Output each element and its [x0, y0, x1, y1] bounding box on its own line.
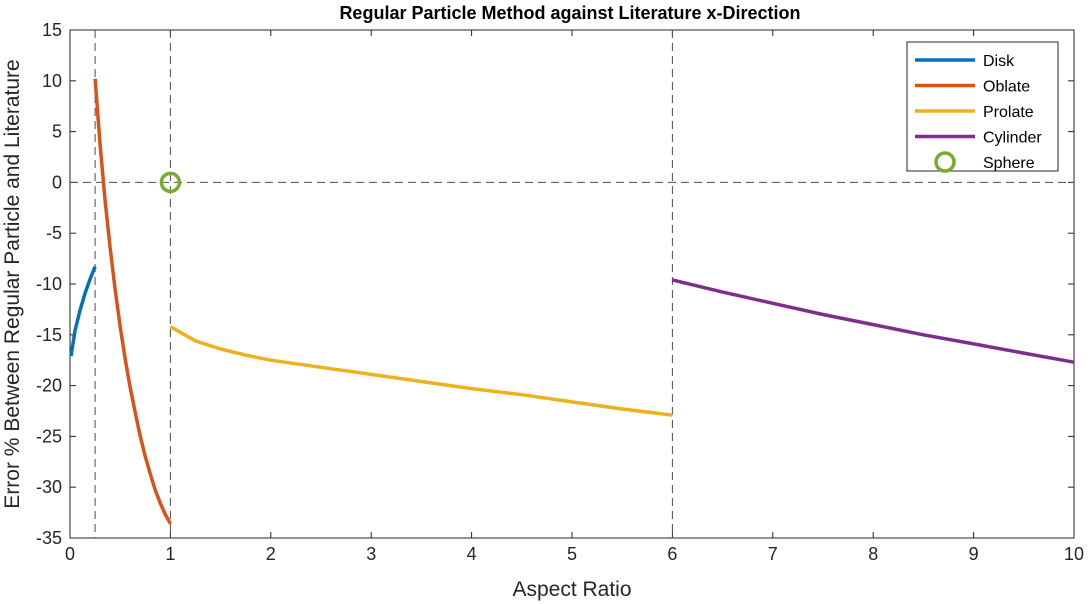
x-tick-label: 10 — [1064, 544, 1084, 564]
y-tick-label: -25 — [36, 426, 62, 446]
y-tick-label: -35 — [36, 528, 62, 548]
legend-label-prolate: Prolate — [983, 104, 1034, 121]
x-tick-label: 1 — [165, 544, 175, 564]
x-tick-label: 7 — [768, 544, 778, 564]
y-tick-label: -30 — [36, 477, 62, 497]
series-oblate-line — [93, 78, 172, 525]
y-tick-label: 10 — [42, 71, 62, 91]
x-tick-label: 0 — [65, 544, 75, 564]
plot-area: 0 1 2 3 4 5 6 7 8 9 10 15 10 5 0 -5 -10 -15 -20 -25 -30 -35 — [36, 20, 1084, 564]
legend: Disk Oblate Prolate Cylinder Sphere — [906, 41, 1059, 173]
y-tick-label: -10 — [36, 274, 62, 294]
x-tick-label: 4 — [467, 544, 477, 564]
series-disk-line — [69, 266, 97, 357]
legend-label-disk: Disk — [983, 53, 1015, 70]
x-tick-label: 8 — [868, 544, 878, 564]
y-tick-label: -5 — [46, 223, 62, 243]
x-tick-label: 5 — [567, 544, 577, 564]
y-tick-label: 5 — [52, 122, 62, 142]
x-axis-label: Aspect Ratio — [512, 578, 631, 601]
y-tick-label: 15 — [42, 20, 62, 40]
series-sphere-marker — [159, 171, 182, 194]
legend-label-cylinder: Cylinder — [983, 130, 1042, 147]
x-tick-label: 2 — [266, 544, 276, 564]
legend-label-oblate: Oblate — [983, 79, 1030, 96]
y-tick-label: -15 — [36, 325, 62, 345]
series-prolate-line — [169, 325, 673, 417]
chart-title: Regular Particle Method against Literatu… — [339, 3, 800, 23]
x-tick-label: 9 — [969, 544, 979, 564]
series-cylinder-line — [671, 278, 1075, 364]
x-tick-label: 6 — [667, 544, 677, 564]
y-axis-label: Error % Between Regular Particle and Lit… — [1, 59, 24, 508]
legend-label-sphere: Sphere — [983, 155, 1035, 172]
legend-swatch-sphere — [934, 151, 956, 173]
y-tick-label: 0 — [52, 172, 62, 192]
legend-box — [906, 41, 1059, 172]
x-tick-label: 3 — [366, 544, 376, 564]
y-tick-label: -20 — [36, 376, 62, 396]
